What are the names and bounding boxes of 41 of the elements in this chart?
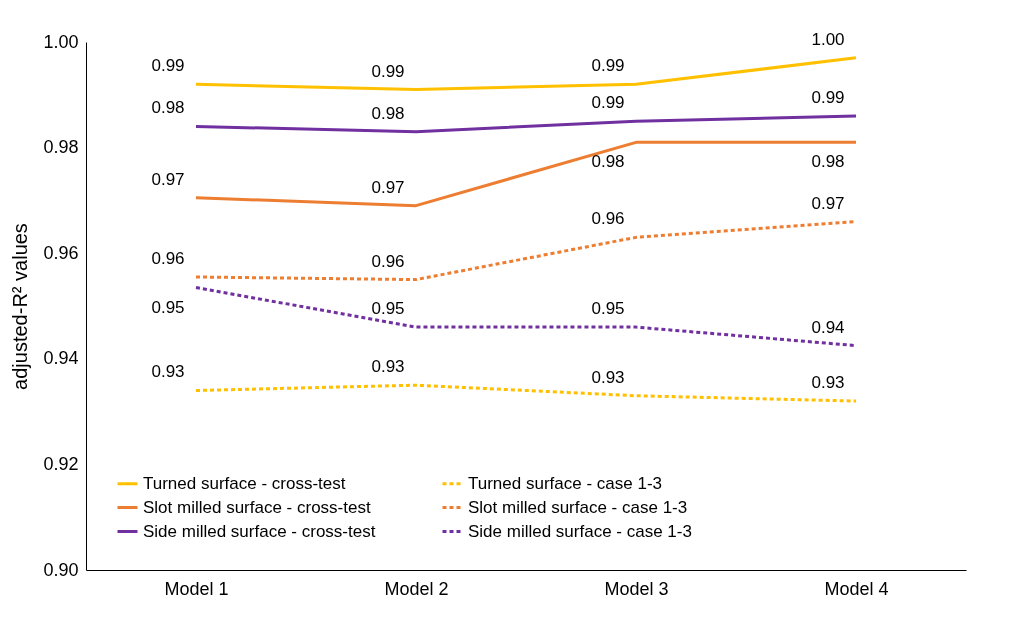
legend-label: Side milled surface - case 1-3 [468,521,692,541]
data-label: 0.98 [151,98,185,118]
data-label: 0.98 [371,103,405,123]
x-tick-label: Model 1 [164,578,229,599]
y-tick-label: 0.94 [43,348,79,369]
y-tick-label: 0.98 [43,137,79,158]
data-label: 1.00 [811,29,845,49]
x-tick-label: Model 2 [384,578,449,599]
data-label: 0.99 [591,56,625,76]
data-label: 0.93 [371,357,405,377]
data-label: 0.93 [591,367,625,387]
data-label: 0.93 [811,373,845,393]
data-label: 0.96 [151,248,185,268]
data-label: 0.97 [151,169,185,189]
data-label: 0.97 [371,177,405,197]
data-label: 0.98 [811,152,845,172]
data-label: 0.96 [591,209,625,229]
data-label: 0.99 [811,87,845,107]
data-label: 0.95 [591,299,625,319]
data-label: 0.95 [371,299,405,319]
data-label: 0.99 [371,61,405,81]
legend-label: Turned surface - case 1-3 [468,473,663,493]
y-tick-label: 0.92 [43,453,79,474]
data-label: 0.97 [811,193,845,213]
data-label: 0.94 [811,317,845,337]
y-axis-title: adjusted-R² values [9,223,32,390]
x-tick-label: Model 3 [604,578,669,599]
x-tick-label: Model 4 [824,578,889,599]
data-label: 0.99 [151,56,185,76]
data-label: 0.99 [591,93,625,113]
y-tick-label: 0.96 [43,242,79,263]
data-label: 0.93 [151,362,185,382]
legend-label: Slot milled surface - cross-test [143,497,371,517]
data-label: 0.95 [151,297,185,317]
y-tick-label: 1.00 [43,31,79,52]
data-label: 0.98 [591,152,625,172]
y-tick-label: 0.90 [43,559,79,580]
legend-label: Slot milled surface - case 1-3 [468,497,688,517]
legend-label: Side milled surface - cross-test [143,521,376,541]
data-label: 0.96 [371,251,405,271]
legend-label: Turned surface - cross-test [143,473,346,493]
